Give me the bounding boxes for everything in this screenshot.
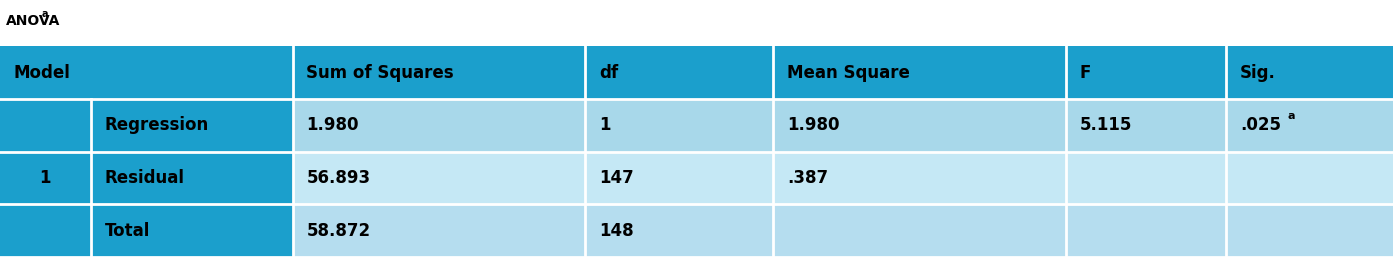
Text: 58.872: 58.872 [306, 222, 371, 240]
Text: Sig.: Sig. [1240, 63, 1276, 82]
Text: 148: 148 [599, 222, 634, 240]
Bar [0, 152, 1393, 204]
Text: 1: 1 [39, 169, 52, 187]
Text: df: df [599, 63, 618, 82]
Text: Total: Total [104, 222, 150, 240]
Text: 56.893: 56.893 [306, 169, 371, 187]
Bar [0, 99, 1393, 152]
Text: 1.980: 1.980 [306, 116, 359, 134]
Text: Sum of Squares: Sum of Squares [306, 63, 454, 82]
Text: .387: .387 [787, 169, 829, 187]
Text: .025: .025 [1240, 116, 1280, 134]
Text: Model: Model [14, 63, 71, 82]
Text: Residual: Residual [104, 169, 184, 187]
Text: ANOVA: ANOVA [6, 14, 60, 28]
Text: a: a [42, 9, 49, 19]
Bar [0, 99, 293, 152]
Bar [0, 204, 1393, 257]
Bar [0, 46, 1393, 99]
Text: 1: 1 [599, 116, 610, 134]
Text: 1.980: 1.980 [787, 116, 840, 134]
Text: a: a [1287, 111, 1294, 121]
Text: Regression: Regression [104, 116, 209, 134]
Text: F: F [1080, 63, 1091, 82]
Bar [0, 204, 293, 257]
Text: Mean Square: Mean Square [787, 63, 910, 82]
Bar [0, 152, 293, 204]
Text: 147: 147 [599, 169, 634, 187]
Text: 5.115: 5.115 [1080, 116, 1133, 134]
